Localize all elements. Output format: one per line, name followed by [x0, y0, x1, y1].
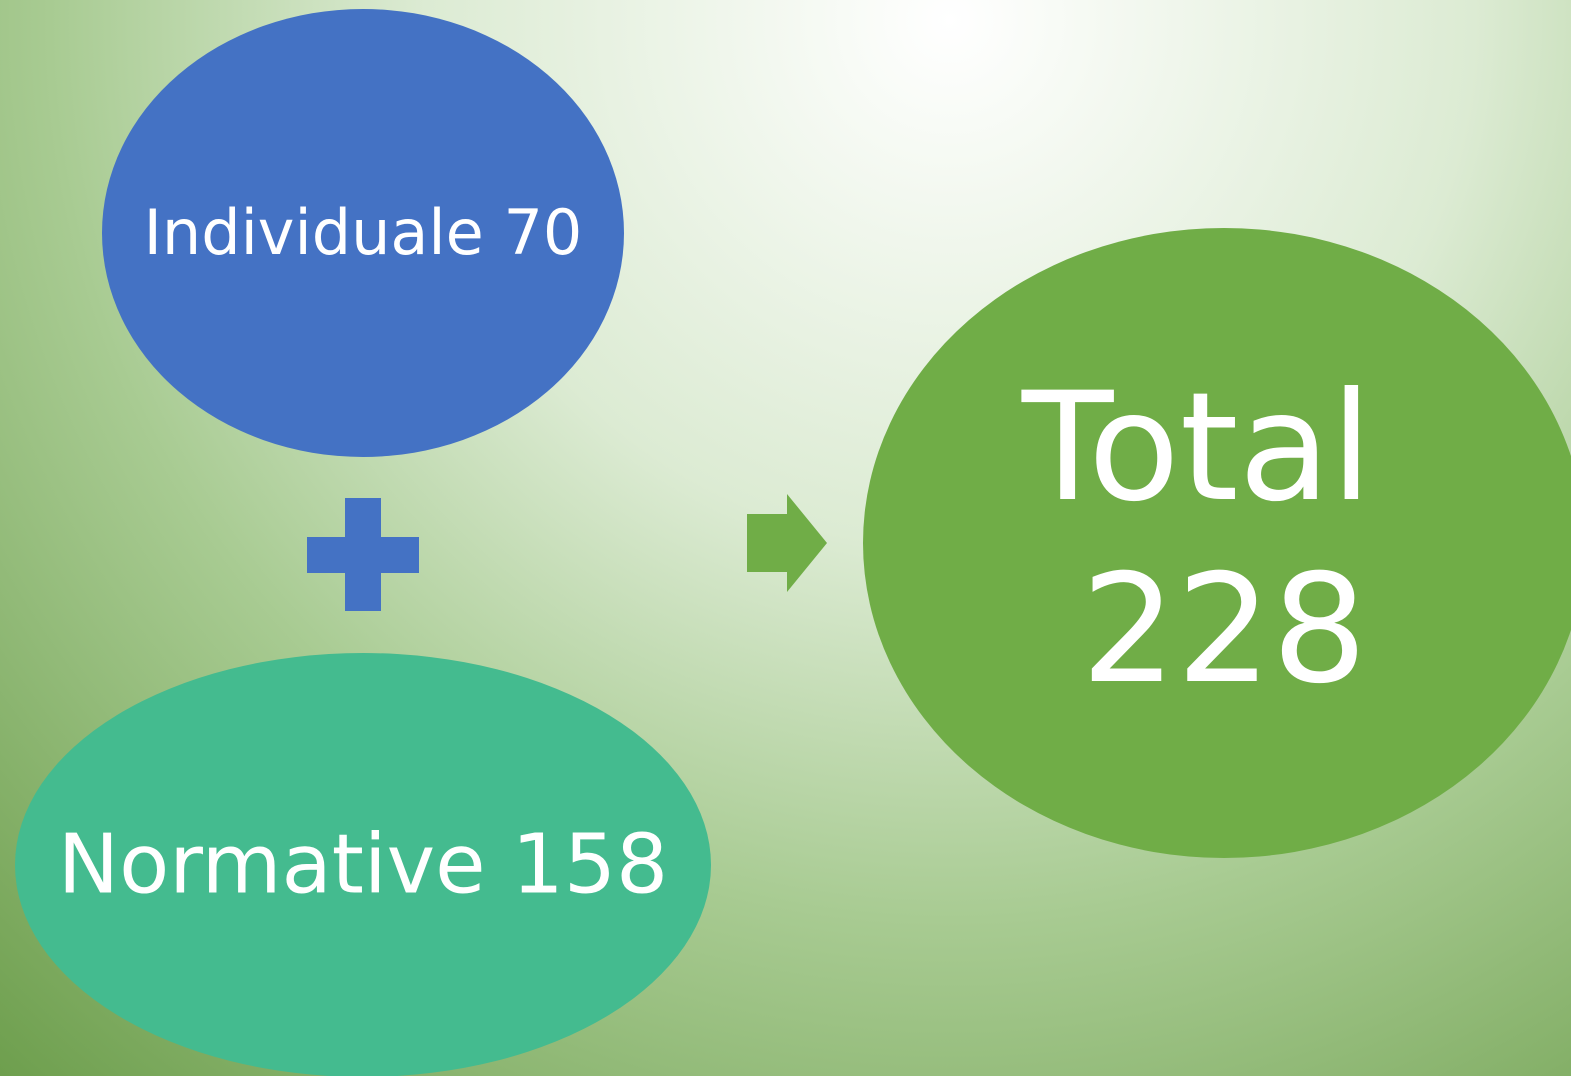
node-total	[863, 228, 1571, 858]
node-label: Total	[1021, 361, 1372, 535]
node-label: 228	[1081, 543, 1367, 717]
plus-sign	[307, 537, 419, 573]
node-individuale	[102, 9, 624, 457]
arrow	[747, 494, 827, 592]
node-label: Individuale 70	[144, 196, 583, 269]
node-normative	[15, 653, 711, 1076]
node-label: Normative 158	[58, 817, 668, 912]
